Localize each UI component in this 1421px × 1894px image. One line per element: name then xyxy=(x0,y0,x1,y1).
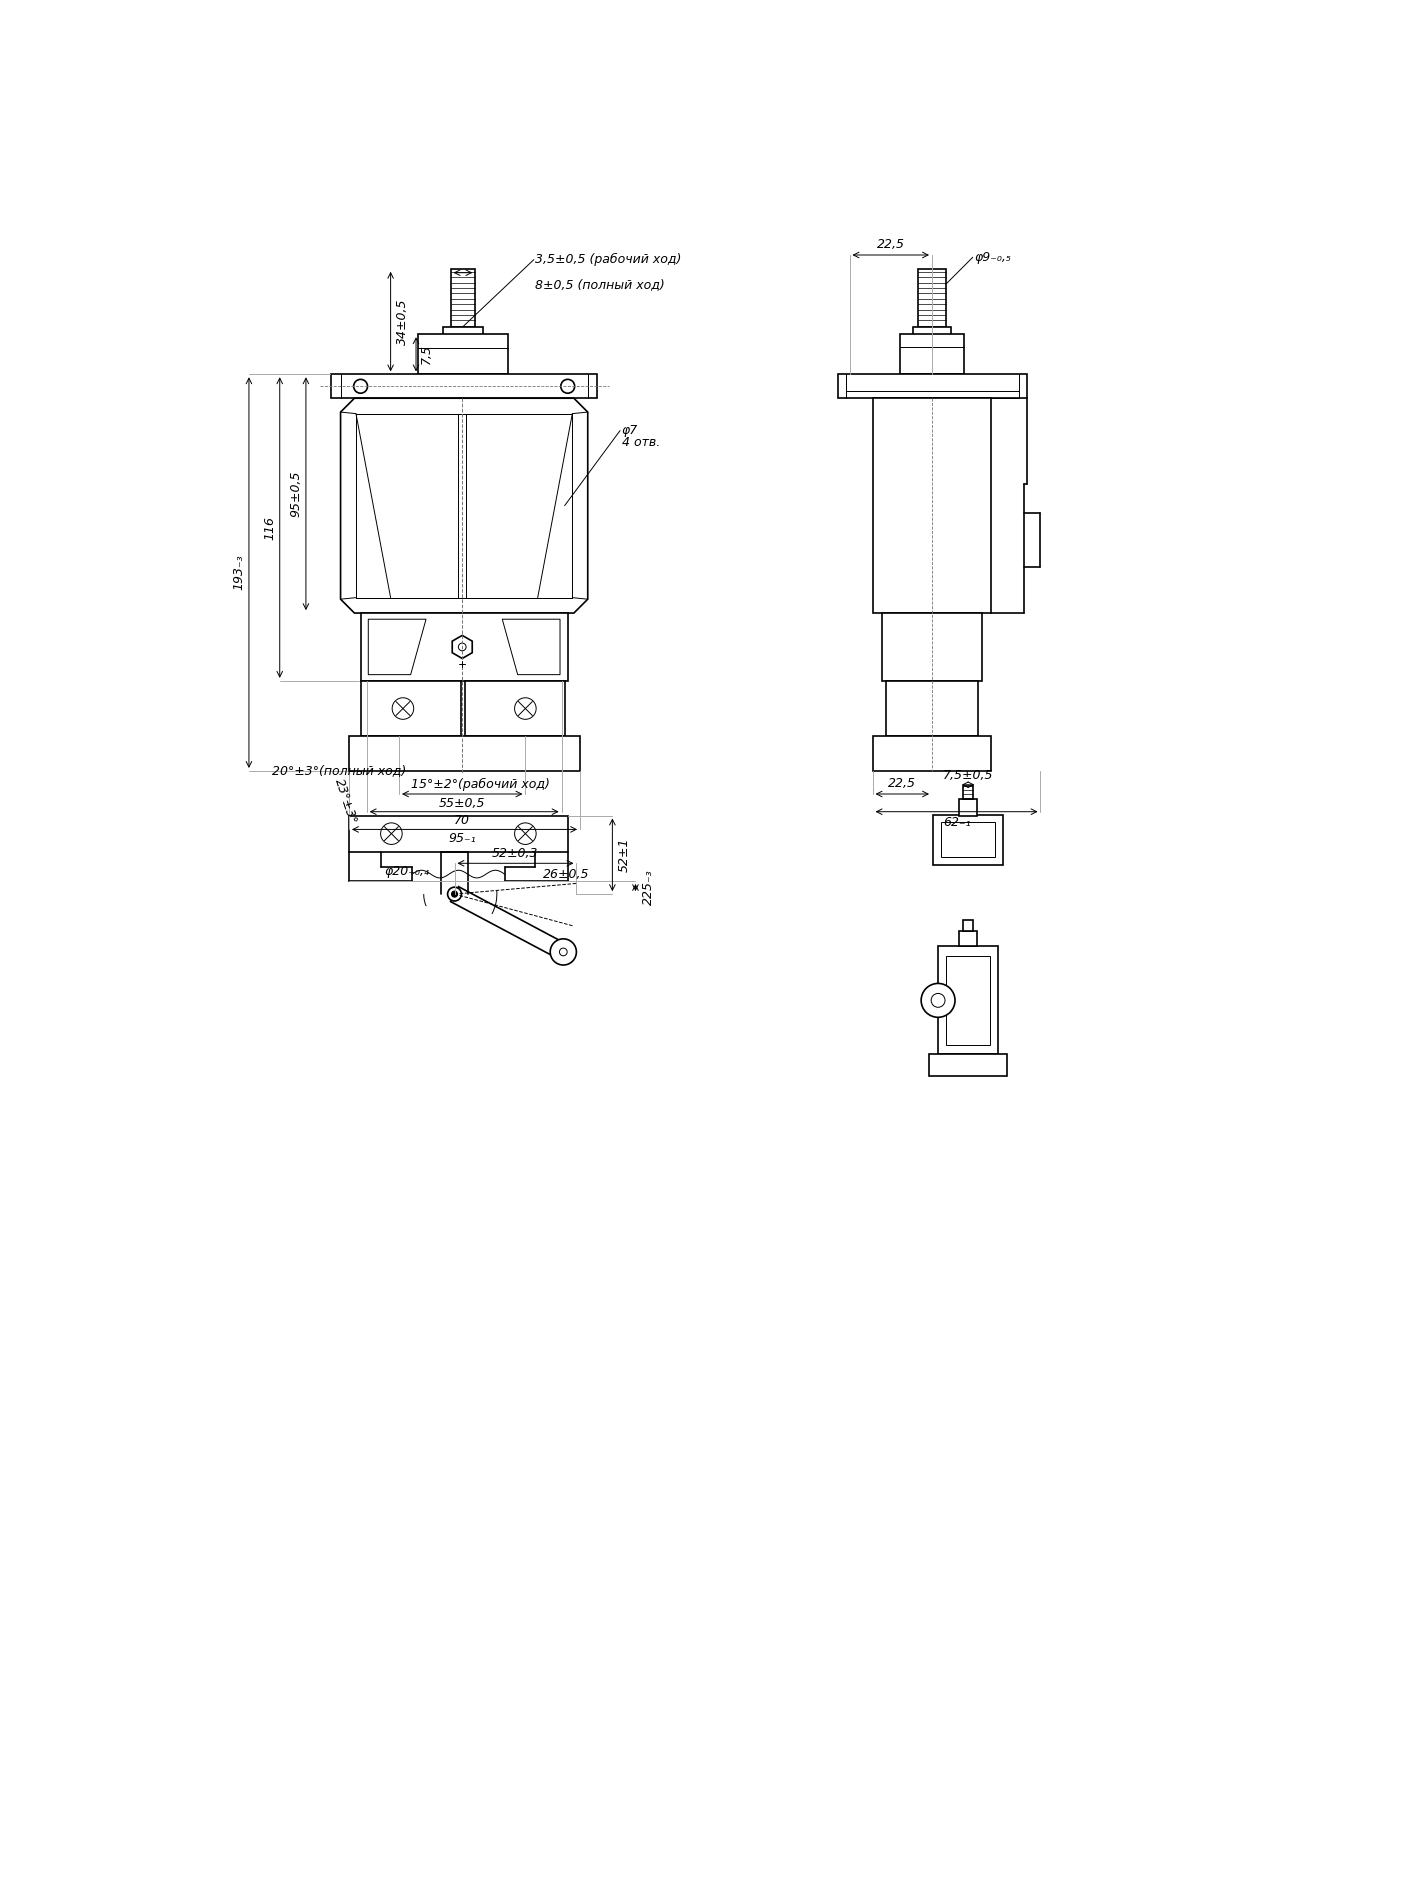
Text: 52±1: 52±1 xyxy=(618,837,631,871)
Bar xyxy=(963,920,973,932)
Bar xyxy=(443,326,483,335)
Bar xyxy=(912,326,951,335)
Text: 34±0,5: 34±0,5 xyxy=(396,299,409,345)
Polygon shape xyxy=(450,886,567,960)
Bar xyxy=(959,799,978,816)
Bar xyxy=(331,375,597,398)
Text: φ7: φ7 xyxy=(621,424,638,438)
Bar xyxy=(918,269,946,330)
Text: φ9₋₀,₅: φ9₋₀,₅ xyxy=(975,250,1012,263)
Bar xyxy=(946,956,990,1045)
Bar xyxy=(941,822,995,858)
Bar xyxy=(938,947,998,1055)
Text: 95±0,5: 95±0,5 xyxy=(290,470,303,517)
Bar xyxy=(872,737,992,771)
Text: 7,5: 7,5 xyxy=(419,345,432,364)
Text: 20°±3°(полный ход): 20°±3°(полный ход) xyxy=(271,765,406,777)
Bar xyxy=(885,680,978,737)
Bar xyxy=(929,1055,1007,1076)
Text: 15°±2°(рабочий ход): 15°±2°(рабочий ход) xyxy=(411,778,550,792)
Text: 225₋₃: 225₋₃ xyxy=(642,869,655,905)
Text: 116: 116 xyxy=(263,515,276,540)
Circle shape xyxy=(452,890,458,898)
Text: 62₋₁: 62₋₁ xyxy=(942,816,971,830)
Bar xyxy=(959,932,978,947)
Text: 26±0,5: 26±0,5 xyxy=(543,867,590,881)
Circle shape xyxy=(392,697,414,720)
Polygon shape xyxy=(341,398,588,614)
Circle shape xyxy=(354,379,368,394)
Bar xyxy=(838,375,1026,398)
Bar xyxy=(361,614,568,680)
Circle shape xyxy=(514,697,536,720)
Circle shape xyxy=(561,379,574,394)
Bar xyxy=(418,335,509,375)
Text: 8±0,5 (полный ход): 8±0,5 (полный ход) xyxy=(536,278,665,292)
Circle shape xyxy=(514,822,536,845)
Circle shape xyxy=(448,886,462,902)
Circle shape xyxy=(459,644,466,652)
Text: 95₋₁: 95₋₁ xyxy=(449,831,476,845)
Text: 55±0,5: 55±0,5 xyxy=(439,797,486,811)
Circle shape xyxy=(921,983,955,1017)
Bar xyxy=(450,269,475,330)
Text: 70: 70 xyxy=(455,814,470,828)
Text: 193₋₃: 193₋₃ xyxy=(233,555,246,591)
Bar xyxy=(350,816,568,852)
Text: 7,5±0,5: 7,5±0,5 xyxy=(944,769,993,782)
Bar xyxy=(465,680,566,737)
Bar xyxy=(899,335,965,375)
Bar xyxy=(882,614,982,680)
Text: 22,5: 22,5 xyxy=(888,777,917,790)
Bar xyxy=(872,398,992,614)
Polygon shape xyxy=(452,634,472,659)
Text: φ20₋₀,₄: φ20₋₀,₄ xyxy=(384,864,429,877)
Bar xyxy=(963,786,973,799)
Text: 52±0,3: 52±0,3 xyxy=(492,847,539,860)
Text: 22,5: 22,5 xyxy=(877,239,905,250)
Circle shape xyxy=(931,994,945,1008)
Bar xyxy=(350,737,580,771)
Text: 23°±3°: 23°±3° xyxy=(331,777,358,826)
Circle shape xyxy=(550,939,577,966)
Bar xyxy=(934,814,1003,866)
Circle shape xyxy=(560,949,567,956)
Text: 4 отв.: 4 отв. xyxy=(621,436,659,449)
Circle shape xyxy=(381,822,402,845)
Bar xyxy=(361,680,462,737)
Polygon shape xyxy=(368,619,426,674)
Text: 3,5±0,5 (рабочий ход): 3,5±0,5 (рабочий ход) xyxy=(536,254,682,267)
Polygon shape xyxy=(502,619,560,674)
